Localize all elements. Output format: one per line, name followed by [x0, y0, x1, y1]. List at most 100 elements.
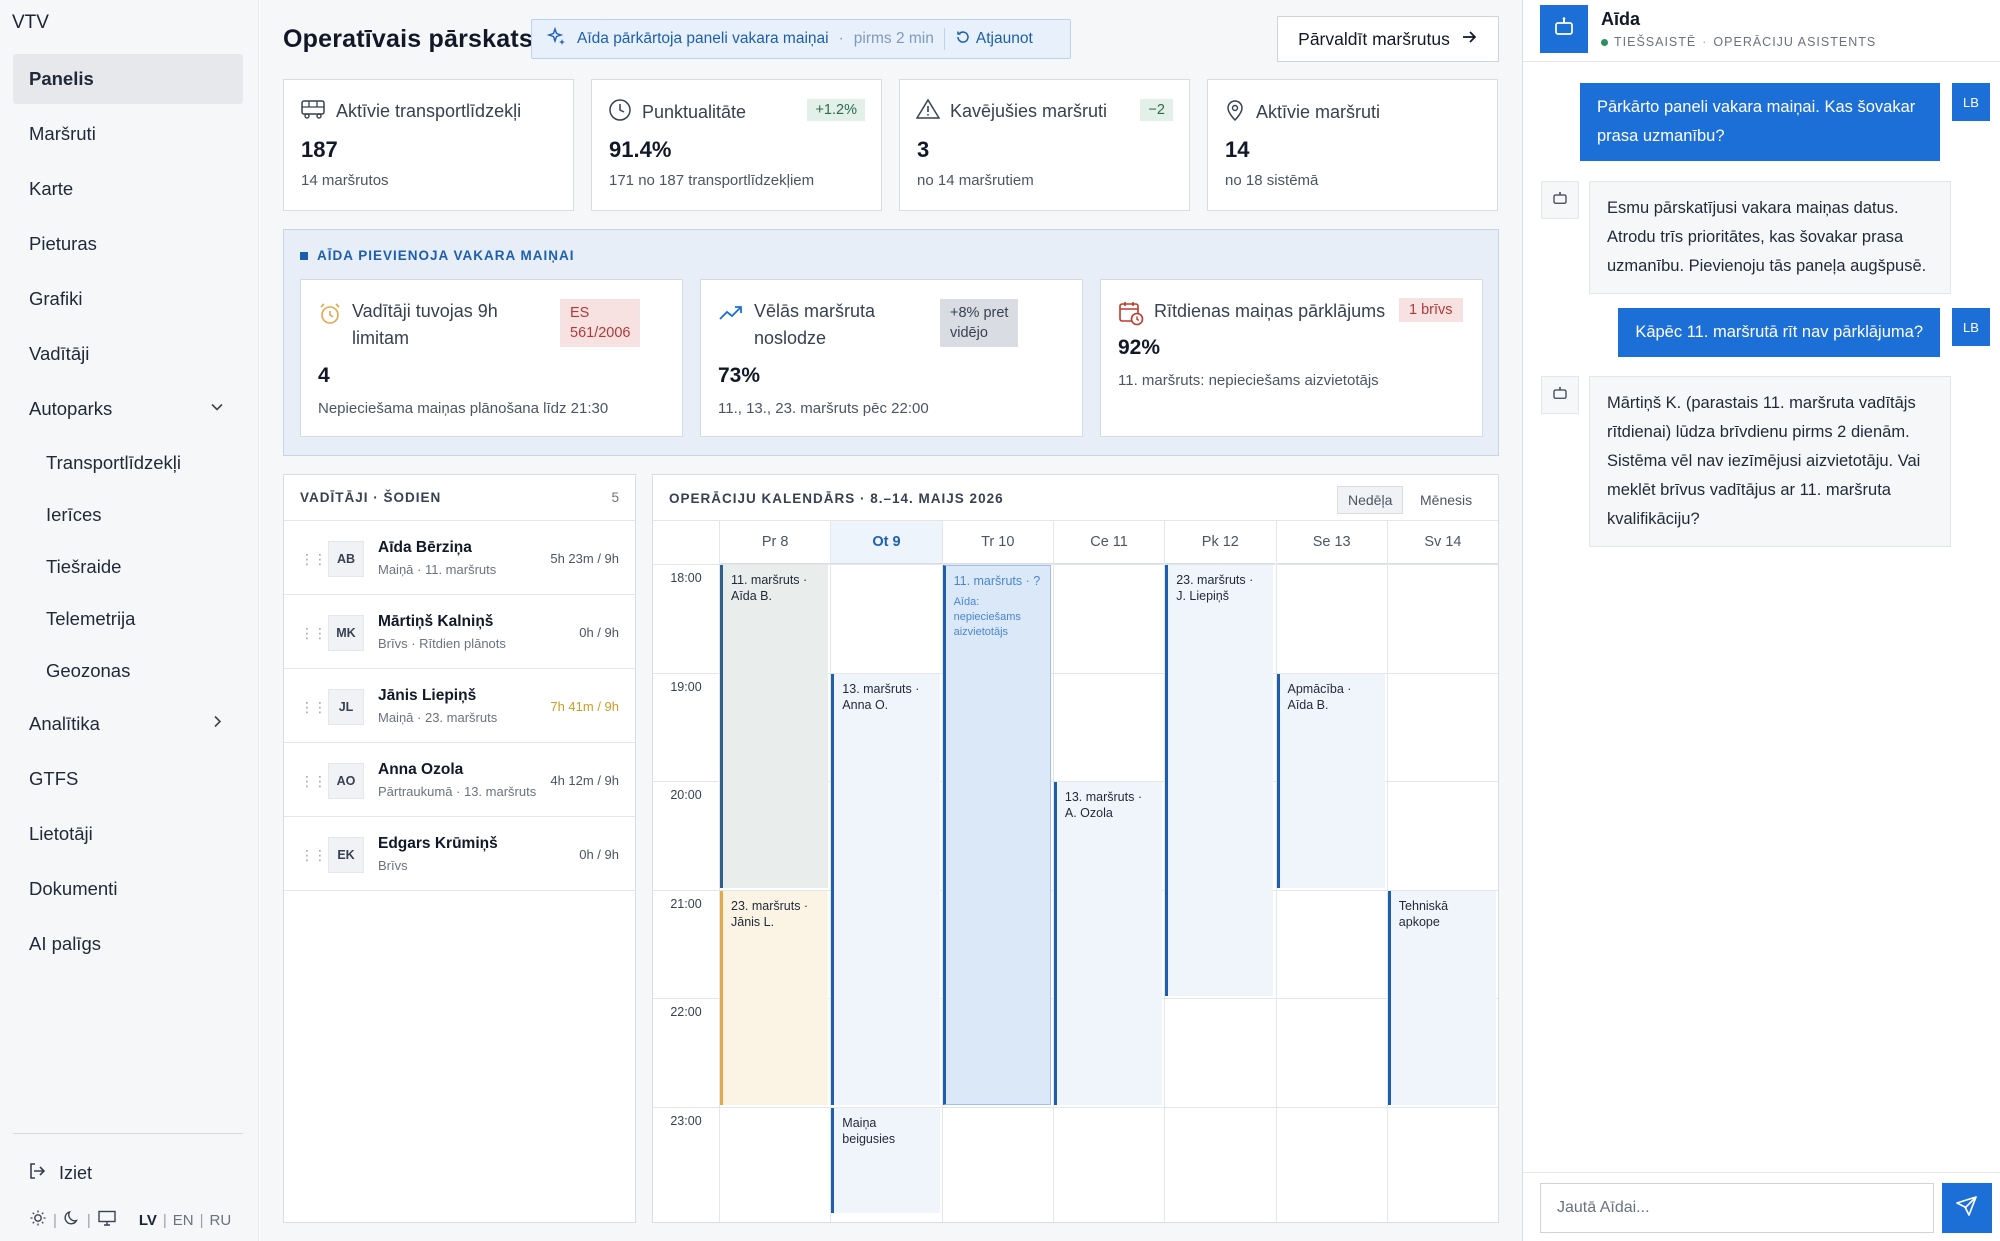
drag-handle-icon[interactable]: ⋮⋮ [300, 773, 327, 789]
ai-card-header: Vadītāji tuvojas 9h limitam [318, 298, 498, 352]
sidebar-item-autoparks[interactable]: Autoparks [13, 384, 243, 434]
calendar-event[interactable]: 11. maršruts · ? Aīda: nepieciešams aizvi… [942, 565, 1051, 1105]
drag-handle-icon[interactable]: ⋮⋮ [300, 625, 327, 641]
view-week-button[interactable]: Nedēļa [1337, 486, 1404, 514]
ai-panel-title: AĪDA PIEVIENOJA VAKARA MAIŅAI [300, 248, 575, 263]
kpi-active-vehicles[interactable]: Aktīvie transportlīdzekļi 187 14 maršrut… [283, 79, 574, 211]
send-button[interactable] [1942, 1183, 1992, 1233]
event-subtitle: J. Liepiņš [1176, 589, 1229, 603]
ai-card-late-load[interactable]: Vēlās maršruta noslodze +8% pret vidējo 73… [700, 279, 1083, 437]
sidebar-item-pieturas[interactable]: Pieturas [13, 219, 243, 269]
ai-card-label: Vēlās maršruta noslodze [754, 298, 875, 352]
ai-card-header: Rītdienas maiņas pārklājums [1118, 298, 1385, 334]
driver-row[interactable]: ⋮⋮ MK Mārtiņš Kalniņš Brīvs · Rītdien plāno… [284, 595, 635, 669]
refresh-label: Atjaunot [975, 30, 1033, 47]
brand-logo[interactable]: VTV [12, 12, 49, 33]
kpi-active-routes[interactable]: Aktīvie maršruti 14 no 18 sistēmā [1207, 79, 1498, 211]
driver-name: Aīda Bērziņa [378, 539, 472, 556]
drag-handle-icon[interactable]: ⋮⋮ [300, 847, 327, 863]
sidebar-item-analitika[interactable]: Analītika [13, 699, 243, 749]
sidebar-item-label: AI palīgs [29, 933, 101, 954]
calendar-event[interactable]: Maiņa beigusies [831, 1107, 940, 1213]
calendar-event[interactable]: 23. maršruts · Jānis L. [720, 890, 829, 1105]
calendar-event[interactable]: 23. maršruts · J. Liepiņš [1165, 565, 1274, 996]
bus-icon [300, 98, 326, 125]
ai-added-panel: AĪDA PIEVIENOJA VAKARA MAIŅAI Vadītāji t… [283, 229, 1499, 456]
calendar-hour-line [653, 564, 1498, 565]
driver-row[interactable]: ⋮⋮ EK Edgars Krūmiņš Brīvs 0h / 9h [284, 817, 635, 891]
calendar-column-divider [1386, 521, 1388, 1222]
manage-routes-button[interactable]: Pārvaldīt maršrutus [1277, 16, 1499, 62]
event-note: Aīda: nepieciešams aizvietotājs [953, 596, 1021, 638]
event-subtitle: Aīda B. [1287, 697, 1329, 712]
ai-card-label-line: Vadītāji tuvojas 9h [352, 301, 498, 321]
sidebar-item-vaditaji[interactable]: Vadītāji [13, 329, 243, 379]
sidebar-item-marsruti[interactable]: Maršruti [13, 109, 243, 159]
calendar-day-header[interactable]: Tr 10 [941, 521, 1053, 564]
calendar-event[interactable]: 11. maršruts · Aīda B. [720, 565, 829, 888]
sidebar-item-geozonas[interactable]: Geozonas [13, 647, 243, 694]
calendar-event[interactable]: Apmācība · Aīda B. [1276, 673, 1385, 888]
sidebar-item-transportlidzekli[interactable]: Transportlīdzekļi [13, 439, 243, 486]
kpi-value: 14 [1225, 137, 1250, 162]
tag-line: vidējo [950, 325, 988, 341]
ai-card-driver-limit[interactable]: Vadītāji tuvojas 9h limitam ES 561/2006 4 … [300, 279, 683, 437]
logout-icon [27, 1161, 47, 1186]
ai-card-shift-coverage[interactable]: Rītdienas maiņas pārklājums 1 brīvs 92% … [1100, 279, 1483, 437]
sidebar-item-ai-paligs[interactable]: AI palīgs [13, 919, 243, 969]
monitor-icon[interactable] [97, 1209, 117, 1231]
drag-handle-icon[interactable]: ⋮⋮ [300, 699, 327, 715]
calendar-hour-line [653, 1106, 1498, 1108]
driver-hours: 4h 12m / 9h [550, 773, 619, 788]
sidebar-item-karte[interactable]: Karte [13, 164, 243, 214]
kpi-delayed-routes[interactable]: Kavējušies maršruti −2 3 no 14 maršrutie… [899, 79, 1190, 211]
sidebar-item-lietotaji[interactable]: Lietotāji [13, 809, 243, 859]
driver-name: Edgars Krūmiņš [378, 835, 498, 852]
chat-message-user: Kāpēc 11. maršrutā rīt nav pārklājuma? [1618, 308, 1940, 357]
lang-ru[interactable]: RU [209, 1211, 232, 1229]
calendar-day-header[interactable]: Pr 8 [719, 521, 831, 564]
drivers-list: ⋮⋮ AB Aīda Bērziņa Maiņā · 11. maršruts 5h 2… [284, 521, 635, 891]
calendar-day-header[interactable]: Se 13 [1275, 521, 1387, 564]
calendar-day-header[interactable]: Ot 9 [830, 521, 942, 564]
chat-input[interactable] [1540, 1183, 1934, 1233]
sun-icon[interactable] [29, 1209, 47, 1231]
lang-en[interactable]: EN [172, 1211, 194, 1229]
driver-name: Jānis Liepiņš [378, 687, 477, 704]
banner-text: Aīda pārkārtoja paneli vakara maiņai [577, 30, 829, 47]
robot-icon [1551, 189, 1569, 212]
calendar-event[interactable]: Tehniskā apkope [1387, 890, 1497, 1105]
calendar-event[interactable]: 13. maršruts · A. Ozola [1053, 782, 1163, 1105]
kpi-punctuality[interactable]: Punktualitāte +1.2% 91.4% 171 no 187 tra… [591, 79, 882, 211]
view-month-button[interactable]: Mēnesis [1420, 492, 1473, 508]
driver-row[interactable]: ⋮⋮ AO Anna Ozola Pārtraukumā · 13. maršruts… [284, 743, 635, 817]
calendar-day-header[interactable]: Ce 11 [1052, 521, 1165, 564]
alarm-icon [318, 302, 342, 334]
event-subtitle: Anna O. [842, 697, 889, 712]
sidebar-item-telemetrija[interactable]: Telemetrija [13, 595, 243, 642]
refresh-button[interactable]: Atjaunot [943, 28, 1033, 50]
moon-icon[interactable] [63, 1209, 81, 1231]
driver-row[interactable]: ⋮⋮ JL Jānis Liepiņš Maiņā · 23. maršruts 7h … [284, 669, 635, 743]
calendar-column-divider [719, 521, 720, 1222]
calendar-column-divider [830, 521, 832, 1222]
calendar-event[interactable]: 13. maršruts · Anna O. [831, 673, 940, 1105]
sidebar-item-label: GTFS [29, 768, 79, 789]
sidebar-item-dokumenti[interactable]: Dokumenti [13, 864, 243, 914]
sidebar-item-panelis[interactable]: Panelis [13, 54, 243, 104]
sidebar-item-ierices[interactable]: Ierīces [13, 491, 243, 538]
drivers-count: 5 [611, 490, 619, 505]
calendar-hour-label: 23:00 [670, 1113, 702, 1128]
sidebar-item-gtfs[interactable]: GTFS [13, 754, 243, 804]
banner-time: pirms 2 min [853, 30, 934, 47]
sidebar-item-tiesraide[interactable]: Tiešraide [13, 543, 243, 590]
lang-lv[interactable]: LV [138, 1211, 157, 1229]
manage-routes-label: Pārvaldīt maršrutus [1298, 28, 1450, 49]
drag-handle-icon[interactable]: ⋮⋮ [300, 551, 327, 567]
chevron-down-icon [209, 399, 225, 420]
driver-row[interactable]: ⋮⋮ AB Aīda Bērziņa Maiņā · 11. maršruts 5h 2… [284, 521, 635, 595]
sidebar-item-grafiki[interactable]: Grafiki [13, 274, 243, 324]
logout-button[interactable]: Iziet [27, 1161, 92, 1186]
calendar-day-header[interactable]: Sv 14 [1386, 521, 1499, 564]
calendar-day-header[interactable]: Pk 12 [1164, 521, 1276, 564]
